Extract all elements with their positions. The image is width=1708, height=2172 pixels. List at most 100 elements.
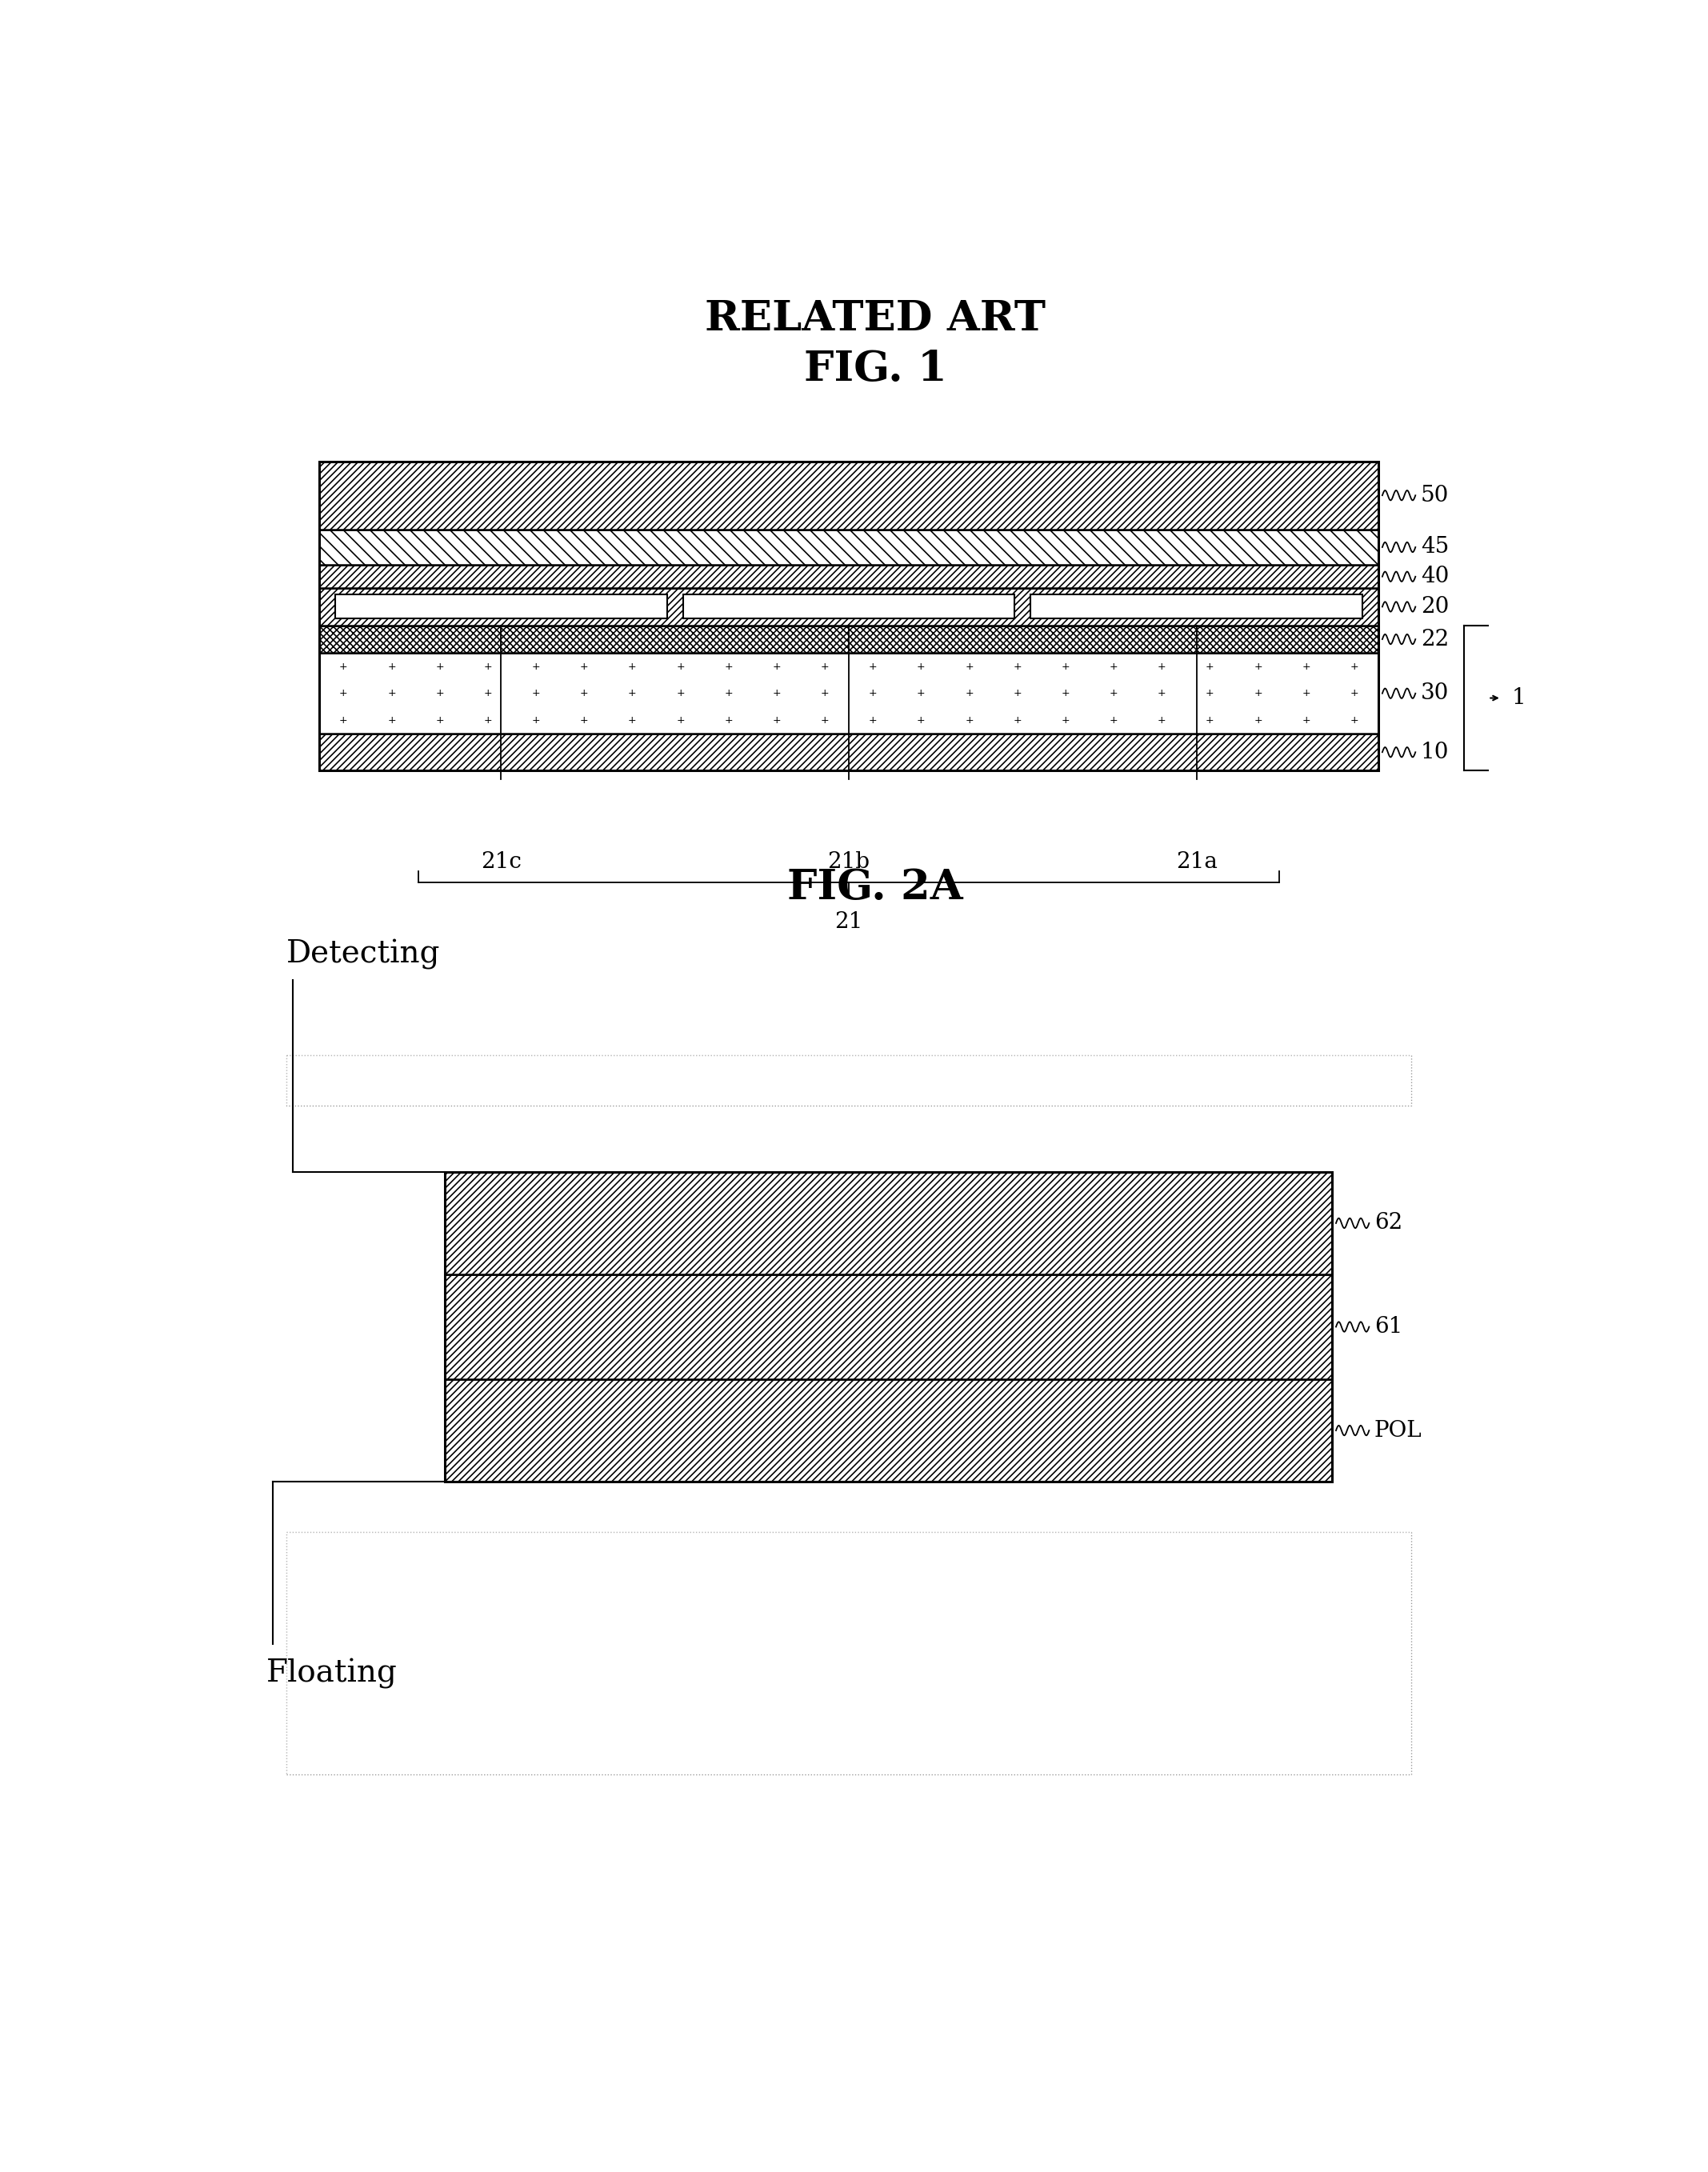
Bar [319, 530, 1378, 565]
Bar [1030, 595, 1363, 619]
Text: +: + [869, 715, 878, 725]
Text: +: + [483, 715, 492, 725]
Text: 61: 61 [1375, 1316, 1402, 1338]
Text: +: + [724, 689, 733, 699]
Text: +: + [965, 689, 974, 699]
Text: +: + [388, 689, 396, 699]
Bar [287, 1056, 1411, 1106]
Text: +: + [436, 715, 444, 725]
Text: +: + [1158, 660, 1167, 671]
Text: +: + [531, 715, 540, 725]
Text: +: + [869, 689, 878, 699]
Bar [319, 460, 1378, 530]
Text: +: + [340, 660, 348, 671]
Text: FIG. 2A: FIG. 2A [787, 867, 963, 908]
Text: +: + [1301, 715, 1310, 725]
Text: +: + [917, 715, 926, 725]
Text: +: + [820, 715, 828, 725]
Text: +: + [965, 715, 974, 725]
Bar [319, 626, 1378, 654]
Bar [446, 1173, 1332, 1275]
Bar [446, 1379, 1332, 1481]
Text: +: + [917, 660, 926, 671]
Text: +: + [629, 689, 637, 699]
Text: +: + [1158, 689, 1167, 699]
Text: +: + [340, 715, 348, 725]
Text: +: + [436, 660, 444, 671]
Bar [319, 460, 1378, 771]
Text: +: + [1013, 715, 1021, 725]
Text: +: + [917, 689, 926, 699]
Text: +: + [676, 660, 685, 671]
Text: FIG. 1: FIG. 1 [804, 350, 946, 389]
Text: 20: 20 [1421, 595, 1448, 617]
Text: +: + [1254, 689, 1262, 699]
Bar [287, 1531, 1411, 1775]
Text: +: + [629, 715, 637, 725]
Bar [319, 589, 1378, 626]
Text: +: + [483, 660, 492, 671]
Text: +: + [724, 660, 733, 671]
Text: 62: 62 [1375, 1212, 1402, 1234]
Text: +: + [436, 689, 444, 699]
Text: +: + [1061, 689, 1069, 699]
Bar [319, 654, 1378, 734]
Text: +: + [1254, 660, 1262, 671]
Text: 21b: 21b [828, 851, 869, 873]
Text: POL: POL [1375, 1420, 1423, 1442]
Text: +: + [1206, 715, 1214, 725]
Text: +: + [1349, 689, 1358, 699]
Text: +: + [1206, 660, 1214, 671]
Text: Detecting: Detecting [287, 940, 441, 971]
Text: +: + [869, 660, 878, 671]
Text: +: + [1013, 689, 1021, 699]
Text: +: + [629, 660, 637, 671]
Text: 45: 45 [1421, 536, 1448, 558]
Text: +: + [1206, 689, 1214, 699]
Text: 21: 21 [835, 912, 863, 932]
Text: +: + [820, 660, 828, 671]
Bar [683, 595, 1015, 619]
Text: +: + [772, 689, 781, 699]
Text: +: + [772, 660, 781, 671]
Text: +: + [581, 689, 588, 699]
Text: +: + [676, 689, 685, 699]
Text: +: + [724, 715, 733, 725]
Text: +: + [388, 715, 396, 725]
Bar [446, 1275, 1332, 1379]
Text: 10: 10 [1421, 741, 1448, 762]
Bar [446, 1173, 1332, 1481]
Bar [319, 734, 1378, 771]
Text: +: + [1013, 660, 1021, 671]
Text: +: + [531, 660, 540, 671]
Text: +: + [1110, 689, 1117, 699]
Text: +: + [581, 715, 588, 725]
Text: RELATED ART: RELATED ART [705, 300, 1045, 339]
Text: +: + [1110, 715, 1117, 725]
Bar [287, 1531, 1411, 1775]
Text: +: + [1254, 715, 1262, 725]
Text: +: + [531, 689, 540, 699]
Text: +: + [581, 660, 588, 671]
Text: +: + [1158, 715, 1167, 725]
Text: +: + [1110, 660, 1117, 671]
Text: 22: 22 [1421, 628, 1448, 649]
Text: +: + [772, 715, 781, 725]
Text: 1: 1 [1512, 686, 1527, 708]
Text: +: + [1061, 660, 1069, 671]
Text: 21c: 21c [482, 851, 521, 873]
Text: 50: 50 [1421, 484, 1448, 506]
Text: +: + [1349, 660, 1358, 671]
Text: +: + [676, 715, 685, 725]
Text: 40: 40 [1421, 565, 1448, 586]
Text: +: + [388, 660, 396, 671]
Text: +: + [1301, 689, 1310, 699]
Text: +: + [820, 689, 828, 699]
Text: 21a: 21a [1175, 851, 1218, 873]
Text: +: + [1301, 660, 1310, 671]
Bar [319, 565, 1378, 589]
Text: Floating: Floating [266, 1659, 398, 1690]
Text: +: + [965, 660, 974, 671]
Text: +: + [1349, 715, 1358, 725]
Text: +: + [1061, 715, 1069, 725]
